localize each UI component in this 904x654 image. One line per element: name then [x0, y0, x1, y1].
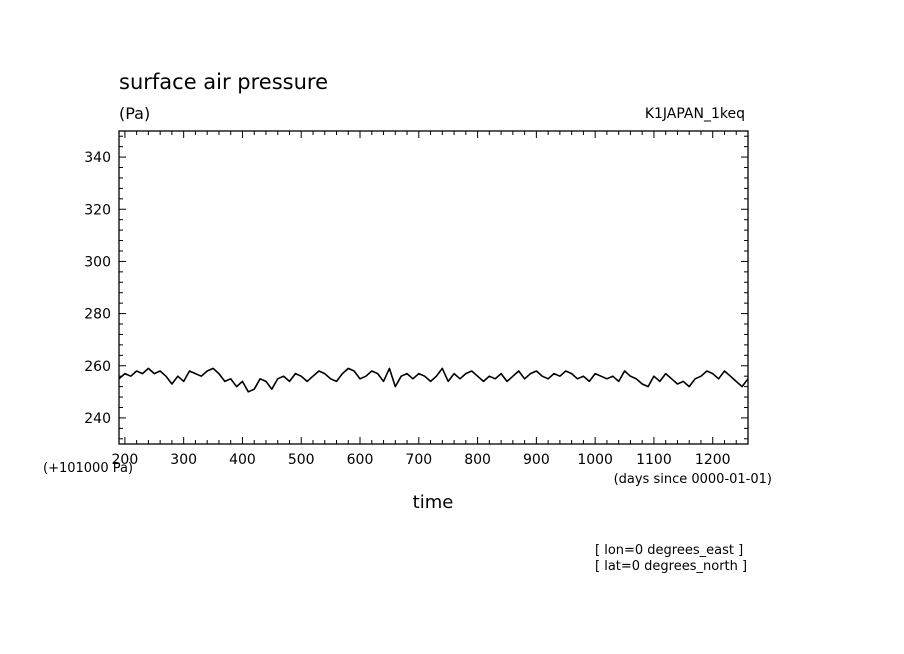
x-tick-label: 1100 — [636, 452, 672, 468]
x-units-label: (days since 0000-01-01) — [614, 472, 772, 487]
x-tick-label: 800 — [464, 452, 491, 468]
x-tick-label: 1200 — [695, 452, 731, 468]
x-tick-label: 400 — [229, 452, 256, 468]
x-tick-label: 500 — [288, 452, 315, 468]
y-tick-label: 340 — [84, 150, 111, 166]
series-group — [118, 367, 749, 393]
plot-frame — [118, 130, 749, 445]
y-tick-label: 240 — [84, 411, 111, 427]
series-line — [118, 367, 749, 393]
x-tick-label: 700 — [405, 452, 432, 468]
dataset-label: K1JAPAN_1keq — [645, 106, 745, 122]
y-tick-label: 280 — [84, 307, 111, 323]
footnote-lat: [ lat=0 degrees_north ] — [595, 559, 747, 574]
x-tick-label: 900 — [523, 452, 550, 468]
units-label: (Pa) — [119, 104, 150, 123]
x-tick-label: 200 — [112, 452, 139, 468]
chart-title: surface air pressure — [119, 70, 328, 94]
y-offset-label: (+101000 Pa) — [43, 461, 133, 476]
y-tick-labels: 240 260 280 300 320 340 — [84, 150, 111, 427]
tick-marks — [119, 131, 749, 444]
y-tick-label: 260 — [84, 359, 111, 375]
x-tick-label: 600 — [347, 452, 374, 468]
x-axis-label: time — [413, 492, 454, 513]
x-tick-label: 300 — [170, 452, 197, 468]
x-tick-label: 1000 — [577, 452, 613, 468]
x-tick-labels: 200 300 400 500 600 700 800 900 1000 1100 1200 — [112, 452, 731, 468]
y-tick-label: 320 — [84, 202, 111, 218]
footnote-lon: [ lon=0 degrees_east ] — [595, 543, 743, 558]
y-tick-label: 300 — [84, 254, 111, 270]
